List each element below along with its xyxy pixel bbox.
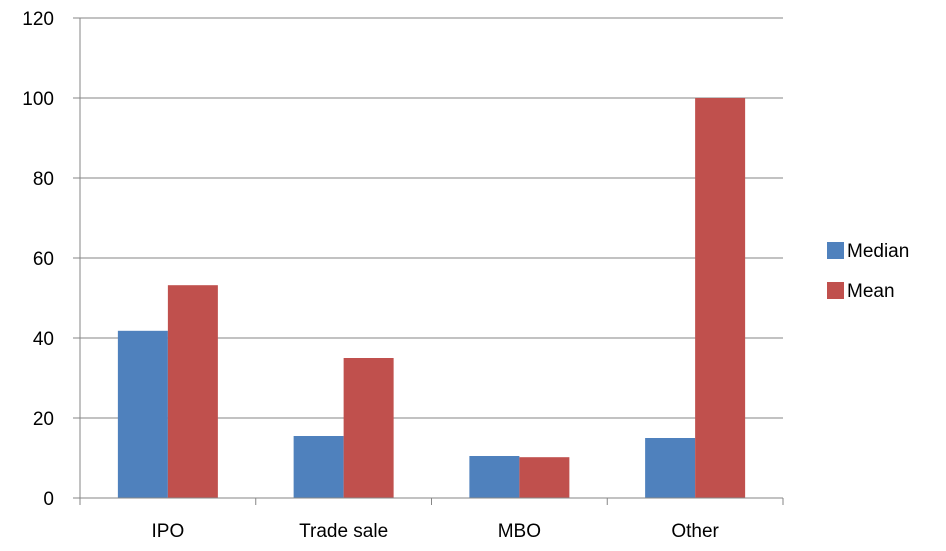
y-tick-label: 120	[22, 9, 54, 30]
bars	[117, 98, 746, 498]
category-label: Trade sale	[299, 521, 388, 542]
bar-median	[293, 436, 344, 498]
bar-mean	[167, 285, 218, 498]
bar-mean	[519, 457, 570, 498]
category-label: Other	[671, 521, 719, 542]
y-tick-label: 20	[33, 409, 54, 430]
bar-mean	[343, 358, 394, 498]
y-tick-label: 0	[43, 489, 54, 510]
category-label: MBO	[498, 521, 541, 542]
legend-swatch-median	[827, 242, 844, 259]
bar-mean	[695, 98, 746, 498]
y-tick-label: 60	[33, 249, 54, 270]
bar-median	[117, 330, 168, 498]
category-label: IPO	[152, 521, 185, 542]
bar-median	[469, 456, 520, 498]
bar-median	[645, 438, 696, 498]
legend-swatch-mean	[827, 282, 844, 299]
legend-label-median: Median	[847, 241, 909, 262]
y-tick-label: 80	[33, 169, 54, 190]
y-tick-label: 100	[22, 89, 54, 110]
labels: 0 20 40 60 80 100 120 IPO Trade sale MBO Other	[22, 9, 719, 542]
legend: Median Mean	[827, 241, 909, 302]
y-tick-label: 40	[33, 329, 54, 350]
legend-label-mean: Mean	[847, 281, 895, 302]
axes	[73, 17, 784, 505]
